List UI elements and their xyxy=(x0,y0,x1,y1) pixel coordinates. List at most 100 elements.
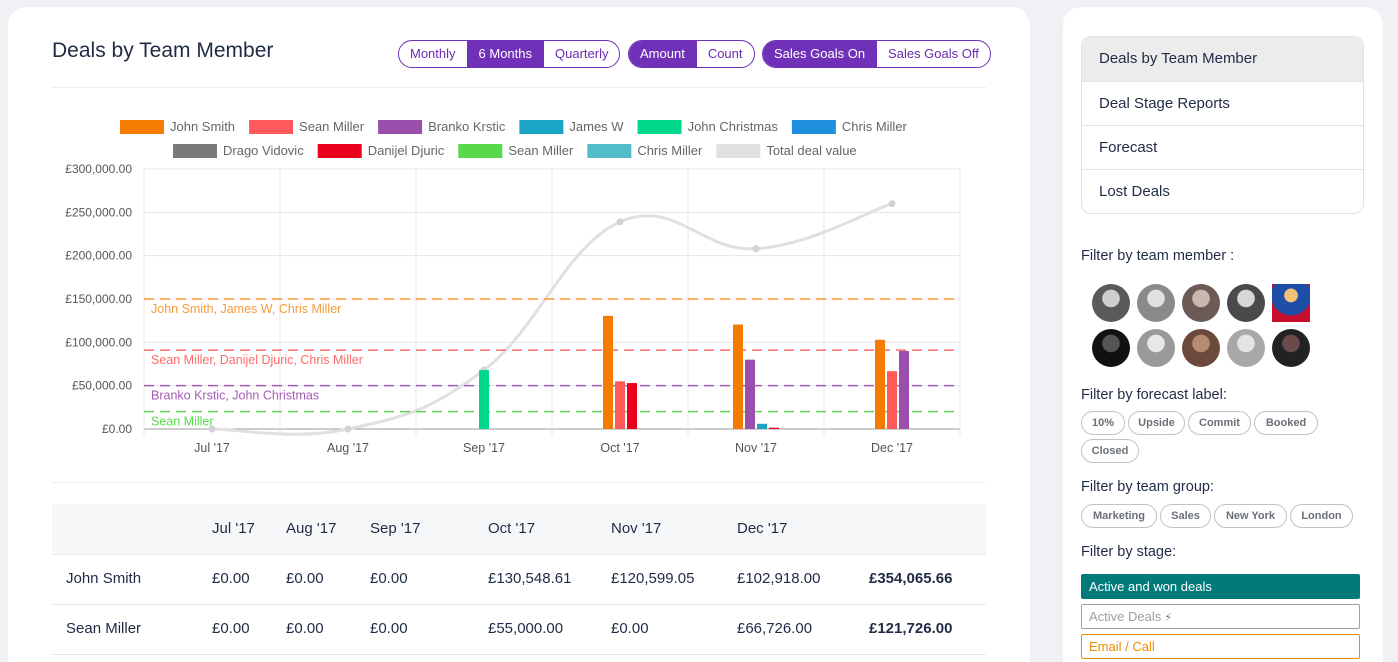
goals-toggle: Sales Goals On Sales Goals Off xyxy=(762,40,991,68)
filter-stage-label: Filter by stage: xyxy=(1081,544,1177,560)
team-group-pill[interactable]: London xyxy=(1290,504,1353,528)
legend-swatch xyxy=(173,144,217,158)
x-tick-label: Nov '17 xyxy=(735,441,777,455)
legend-label: Branko Krstic xyxy=(428,119,506,134)
report-card: Deals by Team Member Monthly 6 Months Qu… xyxy=(8,7,1030,662)
x-tick-label: Oct '17 xyxy=(600,441,639,455)
y-tick-label: £0.00 xyxy=(102,422,132,436)
bar xyxy=(615,381,625,429)
total-deal-value-point xyxy=(888,200,896,208)
team-member-avatar-8[interactable] xyxy=(1182,329,1220,367)
legend-swatch xyxy=(249,120,294,134)
team-member-avatar-1[interactable] xyxy=(1092,284,1130,322)
legend-label: John Smith xyxy=(170,119,235,134)
menu-item-forecast[interactable]: Forecast xyxy=(1082,125,1363,169)
table-cell: £0.00 xyxy=(286,570,324,587)
legend-swatch xyxy=(519,120,564,134)
legend-swatch xyxy=(378,120,423,134)
y-tick-label: £200,000.00 xyxy=(65,249,132,263)
legend-label: Sean Miller xyxy=(299,119,365,134)
table-column-header[interactable]: Jul '17 xyxy=(212,520,255,537)
team-group-pill[interactable]: Sales xyxy=(1160,504,1211,528)
y-tick-label: £300,000.00 xyxy=(65,162,132,176)
y-tick-label: £150,000.00 xyxy=(65,292,132,306)
forecast-pill[interactable]: Booked xyxy=(1254,411,1318,435)
stage-filter-label: Active and won deals xyxy=(1089,579,1212,594)
bar xyxy=(733,324,743,429)
menu-item-deal-stage-reports[interactable]: Deal Stage Reports xyxy=(1082,81,1363,125)
x-tick-label: Sep '17 xyxy=(463,441,505,455)
team-member-avatar-10[interactable] xyxy=(1272,329,1310,367)
total-deal-value-point xyxy=(344,425,352,433)
team-group-pill[interactable]: Marketing xyxy=(1081,504,1157,528)
table-cell: £55,000.00 xyxy=(488,620,564,637)
table-column-header[interactable]: Nov '17 xyxy=(611,520,662,537)
x-tick-label: Dec '17 xyxy=(871,441,913,455)
stage-filter[interactable]: Email / Call xyxy=(1081,634,1360,659)
y-tick-label: £100,000.00 xyxy=(65,335,132,349)
table-cell: £0.00 xyxy=(212,620,250,637)
sales-goals-on-button[interactable]: Sales Goals On xyxy=(763,41,877,67)
table-cell: £130,548.61 xyxy=(488,570,572,587)
monthly-button[interactable]: Monthly xyxy=(410,46,456,61)
team-member-avatar-9[interactable] xyxy=(1227,329,1265,367)
table-row-total: £121,726.00 xyxy=(869,620,953,637)
legend-label: Chris Miller xyxy=(842,119,908,134)
menu-item-deals-by-team-member[interactable]: Deals by Team Member xyxy=(1082,37,1363,81)
table-row-name: John Smith xyxy=(66,570,142,587)
table-cell: £0.00 xyxy=(212,570,250,587)
bar xyxy=(603,315,613,429)
forecast-pill[interactable]: Closed xyxy=(1081,439,1139,463)
y-tick-label: £250,000.00 xyxy=(65,205,132,219)
y-tick-label: £50,000.00 xyxy=(72,379,132,393)
total-deal-value-point xyxy=(616,218,624,226)
legend-swatch xyxy=(791,120,836,134)
menu-item-lost-deals[interactable]: Lost Deals xyxy=(1082,169,1363,213)
team-member-avatar-6[interactable] xyxy=(1092,329,1130,367)
bar xyxy=(899,351,909,429)
table-row-total: £354,065.66 xyxy=(869,570,953,587)
lightning-icon: ⚡ xyxy=(1161,612,1173,624)
legend-swatch xyxy=(120,120,164,134)
quarterly-button[interactable]: Quarterly xyxy=(543,41,619,67)
six-months-button[interactable]: 6 Months xyxy=(466,41,544,67)
count-button[interactable]: Count xyxy=(695,41,754,67)
table-column-header[interactable]: Aug '17 xyxy=(286,520,337,537)
forecast-pill[interactable]: 10% xyxy=(1081,411,1125,435)
table-cell: £0.00 xyxy=(286,620,324,637)
legend-label: John Christmas xyxy=(688,119,779,134)
legend-swatch xyxy=(317,144,362,158)
forecast-pill[interactable]: Upside xyxy=(1128,411,1185,435)
filter-forecast-label: Filter by forecast label: xyxy=(1081,387,1227,403)
stage-filter[interactable]: Active Deals ⚡ xyxy=(1081,604,1360,629)
team-member-avatar-5[interactable] xyxy=(1272,284,1310,322)
bar xyxy=(757,423,767,429)
team-member-avatar-7[interactable] xyxy=(1137,329,1175,367)
report-menu: Deals by Team Member Deal Stage Reports … xyxy=(1081,36,1364,214)
bar xyxy=(875,339,885,429)
table-column-header[interactable]: Sep '17 xyxy=(370,520,421,537)
bar xyxy=(769,427,779,429)
goal-line-label: Sean Miller, Danijel Djuric, Chris Mille… xyxy=(151,353,363,367)
legend-label: Danijel Djuric xyxy=(368,143,445,158)
stage-filter[interactable]: Active and won deals xyxy=(1081,574,1360,599)
table-column-header[interactable]: Dec '17 xyxy=(737,520,788,537)
sidebar-card: Deals by Team Member Deal Stage Reports … xyxy=(1063,7,1383,662)
divider xyxy=(52,87,986,88)
stage-filter-label: Active Deals xyxy=(1089,609,1162,624)
team-member-avatar-4[interactable] xyxy=(1227,284,1265,322)
x-tick-label: Aug '17 xyxy=(327,441,369,455)
filter-member-label: Filter by team member : xyxy=(1081,248,1235,264)
metric-toggle: Amount Count xyxy=(628,40,755,68)
legend-label: Sean Miller xyxy=(508,143,574,158)
amount-button[interactable]: Amount xyxy=(629,41,696,67)
forecast-pill[interactable]: Commit xyxy=(1188,411,1251,435)
legend-swatch xyxy=(458,144,503,158)
team-group-pill[interactable]: New York xyxy=(1214,504,1287,528)
x-tick-label: Jul '17 xyxy=(194,441,230,455)
legend-swatch xyxy=(637,120,682,134)
team-member-avatar-2[interactable] xyxy=(1137,284,1175,322)
table-column-header[interactable]: Oct '17 xyxy=(488,520,536,537)
team-member-avatar-3[interactable] xyxy=(1182,284,1220,322)
sales-goals-off-button[interactable]: Sales Goals Off xyxy=(876,41,990,67)
